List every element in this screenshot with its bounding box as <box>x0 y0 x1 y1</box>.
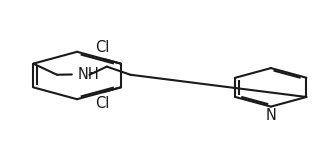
Text: N: N <box>266 108 276 123</box>
Text: Cl: Cl <box>95 40 109 55</box>
Text: Cl: Cl <box>95 96 109 111</box>
Text: NH: NH <box>78 67 99 82</box>
